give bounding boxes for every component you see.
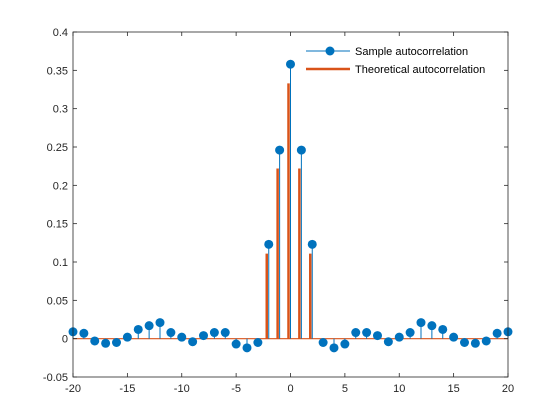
sample-marker xyxy=(122,332,132,342)
sample-marker xyxy=(133,324,143,334)
x-tick-label: 10 xyxy=(393,383,405,395)
sample-marker xyxy=(438,324,448,334)
sample-marker xyxy=(449,332,459,342)
y-tick-label: 0.4 xyxy=(53,27,68,39)
x-tick-label: 0 xyxy=(287,383,293,395)
sample-marker xyxy=(307,239,317,249)
sample-marker xyxy=(155,318,165,328)
y-tick-label: 0.35 xyxy=(47,65,68,77)
sample-marker xyxy=(351,328,361,338)
sample-marker xyxy=(231,339,241,349)
sample-marker xyxy=(79,328,89,338)
legend-sample-label: Sample autocorrelation xyxy=(355,46,468,58)
x-tick-label: 5 xyxy=(342,383,348,395)
x-tick-label: -5 xyxy=(231,383,241,395)
x-tick-label: -20 xyxy=(65,383,81,395)
sample-marker xyxy=(275,145,285,155)
sample-marker xyxy=(470,338,480,348)
sample-marker xyxy=(286,59,295,69)
sample-marker xyxy=(90,336,100,346)
sample-marker xyxy=(144,321,154,331)
sample-marker xyxy=(209,328,219,338)
sample-marker xyxy=(101,338,111,348)
y-tick-label: 0.25 xyxy=(47,142,68,154)
sample-marker xyxy=(253,338,263,347)
sample-marker xyxy=(405,328,415,338)
sample-marker xyxy=(373,331,382,341)
sample-marker xyxy=(394,332,404,342)
sample-marker xyxy=(416,318,426,328)
sample-marker xyxy=(296,145,306,155)
sample-marker xyxy=(383,337,393,347)
x-tick-label: 20 xyxy=(502,383,514,395)
y-tick-label: 0.1 xyxy=(53,257,68,269)
sample-marker xyxy=(177,332,187,342)
y-tick-label: 0.15 xyxy=(47,219,68,231)
y-tick-label: 0.05 xyxy=(47,295,68,307)
axes: -20 -15 -10 -5 0 5 10 15 20 -0.05 0 0.05 0.1 0.15 0.2 0… xyxy=(43,27,514,395)
sample-marker xyxy=(199,331,208,341)
sample-marker xyxy=(492,328,502,338)
sample-marker xyxy=(188,337,198,347)
y-tick-label: 0.3 xyxy=(53,104,68,116)
x-tick-label: -15 xyxy=(119,383,135,395)
x-tick-label: -10 xyxy=(174,383,190,395)
sample-marker xyxy=(362,328,372,338)
sample-marker xyxy=(460,338,469,347)
sample-marker xyxy=(166,328,176,338)
sample-marker xyxy=(112,338,121,347)
y-tick-label: 0 xyxy=(62,334,68,346)
y-tick-label: 0.2 xyxy=(53,180,68,192)
sample-marker xyxy=(264,239,274,249)
sample-marker xyxy=(481,336,491,346)
sample-marker xyxy=(427,321,437,331)
sample-marker xyxy=(340,339,350,349)
sample-marker xyxy=(242,343,252,353)
plot-area xyxy=(68,59,513,353)
y-tick-label: -0.05 xyxy=(43,372,68,384)
sample-marker xyxy=(220,328,230,338)
legend-sample-marker xyxy=(325,46,335,56)
sample-marker xyxy=(318,338,328,347)
legend-theoretical-label: Theoretical autocorrelation xyxy=(355,64,485,76)
x-tick-label: 15 xyxy=(448,383,460,395)
legend: Sample autocorrelation Theoretical autoc… xyxy=(300,40,500,78)
legend-box xyxy=(300,40,500,78)
sample-marker xyxy=(329,343,339,353)
